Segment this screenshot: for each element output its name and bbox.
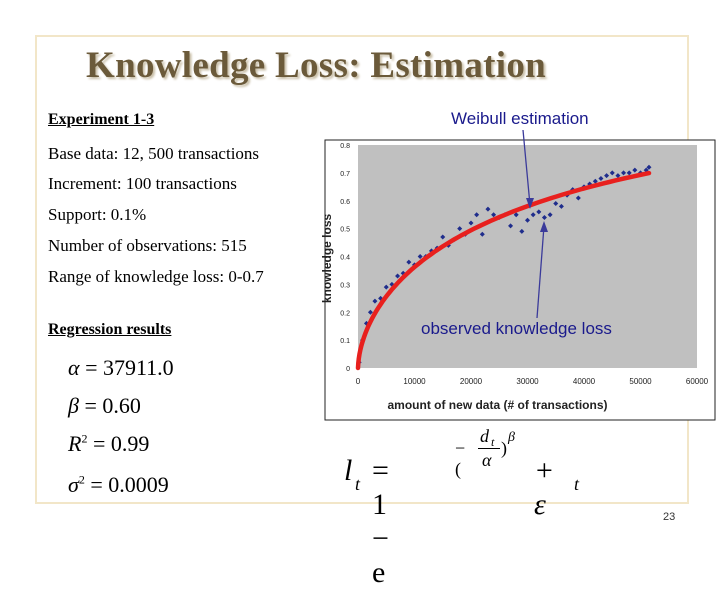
- y-tick-label: 0.3: [340, 282, 350, 289]
- r2-value: 0.99: [110, 431, 150, 456]
- observed-point: [417, 254, 423, 259]
- slide-title: Knowledge Loss: Estimation: [86, 45, 547, 86]
- info-line-support: Support: 0.1%: [48, 205, 147, 224]
- observed-point: [530, 212, 536, 218]
- x-tick-label: 40000: [573, 377, 596, 386]
- observed-point: [592, 178, 598, 184]
- y-tick-label: 0.6: [340, 199, 350, 206]
- info-line-range: Range of knowledge loss: 0-0.7: [48, 267, 264, 286]
- observed-point: [395, 273, 401, 279]
- x-tick-label: 50000: [629, 377, 652, 386]
- observed-point: [372, 298, 378, 304]
- observed-point: [468, 220, 474, 226]
- knowledge-loss-chart: 0 0.1 0.2 0.3 0.4 0.5 0.6 0.7 0.8 0 10000 20000 3000…: [320, 129, 716, 421]
- info-line-increment: Increment: 100 transactions: [48, 174, 237, 193]
- observed-arrow-head: [540, 221, 548, 232]
- formula-exp-minus: −(: [455, 438, 466, 479]
- formula-plus-epsilon: + ε: [534, 454, 555, 521]
- observed-point: [558, 203, 564, 209]
- formula-exp-close: ): [501, 438, 507, 458]
- r2-result: R2 = 0.99: [68, 431, 150, 456]
- x-tick-label: 20000: [460, 377, 483, 386]
- y-tick-label: 0.8: [340, 143, 350, 150]
- y-axis-label: knowledge loss: [320, 213, 334, 303]
- sigma2-value: 0.0009: [108, 472, 169, 497]
- page-number: 23: [663, 511, 676, 523]
- y-tick-label: 0.7: [340, 171, 350, 178]
- observed-point: [541, 214, 547, 220]
- observed-point: [367, 309, 373, 315]
- sigma2-result: σ2 = 0.0009: [68, 472, 169, 497]
- y-tick-label: 0.1: [340, 338, 350, 345]
- observed-point: [575, 195, 581, 201]
- observed-point: [598, 175, 604, 181]
- observed-point: [553, 201, 559, 207]
- weibull-callout: Weibull estimation: [451, 109, 589, 128]
- x-tick-label: 30000: [516, 377, 539, 386]
- alpha-result: α = 37911.0: [68, 355, 174, 380]
- weibull-arrow-head: [526, 198, 534, 209]
- observed-point: [508, 223, 514, 229]
- observed-point: [525, 217, 530, 223]
- observed-point: [474, 212, 480, 218]
- observed-point: [547, 212, 553, 218]
- x-axis-label: amount of new data (# of transactions): [387, 398, 607, 412]
- observed-point: [621, 170, 627, 176]
- observed-point: [626, 170, 632, 176]
- formula-exp-denominator: α: [482, 450, 492, 470]
- formula-lhs-subscript: t: [355, 474, 361, 494]
- observed-point: [604, 173, 610, 179]
- y-tick-label: 0.5: [340, 227, 350, 234]
- y-tick-label: 0.4: [340, 255, 350, 262]
- observed-point: [440, 234, 446, 240]
- observed-point: [609, 170, 615, 176]
- x-tick-label: 10000: [403, 377, 426, 386]
- formula-one-minus-e: = 1 − e: [372, 454, 389, 589]
- y-tick-label: 0: [346, 366, 350, 373]
- weibull-fit-line: [355, 170, 652, 371]
- experiment-heading: Experiment 1-3: [48, 111, 155, 128]
- formula-fraction-bar: [478, 448, 500, 449]
- alpha-value: 37911.0: [102, 355, 174, 380]
- info-line-base-data: Base data: 12, 500 transactions: [48, 144, 260, 163]
- observed-point: [615, 173, 621, 179]
- y-tick-label: 0.2: [340, 310, 350, 317]
- observed-point: [485, 206, 491, 212]
- observed-point: [491, 212, 497, 218]
- observed-point: [513, 212, 519, 218]
- observed-point: [406, 259, 412, 265]
- beta-value: 0.60: [102, 393, 141, 418]
- info-line-observations: Number of observations: 515: [48, 236, 247, 255]
- formula-exp-beta: β: [508, 430, 515, 445]
- observed-point: [646, 164, 652, 170]
- formula-exp-numerator-sub: t: [491, 435, 495, 449]
- observed-point: [383, 284, 389, 290]
- beta-result: β = 0.60: [68, 393, 141, 418]
- formula-exp-numerator: d: [480, 426, 489, 446]
- x-tick-label: 60000: [686, 377, 709, 386]
- observed-arrow-line: [536, 225, 545, 319]
- observed-point: [519, 228, 525, 234]
- observed-point: [457, 226, 463, 232]
- observed-point: [632, 167, 638, 173]
- regression-heading: Regression results: [48, 321, 172, 338]
- observed-callout: observed knowledge loss: [421, 319, 612, 338]
- formula-epsilon-subscript: t: [574, 474, 580, 494]
- observed-point: [479, 231, 485, 237]
- formula-lhs: l: [344, 454, 353, 487]
- weibull-arrow-line: [522, 129, 531, 206]
- observed-point: [536, 209, 542, 215]
- x-tick-label: 0: [356, 377, 361, 386]
